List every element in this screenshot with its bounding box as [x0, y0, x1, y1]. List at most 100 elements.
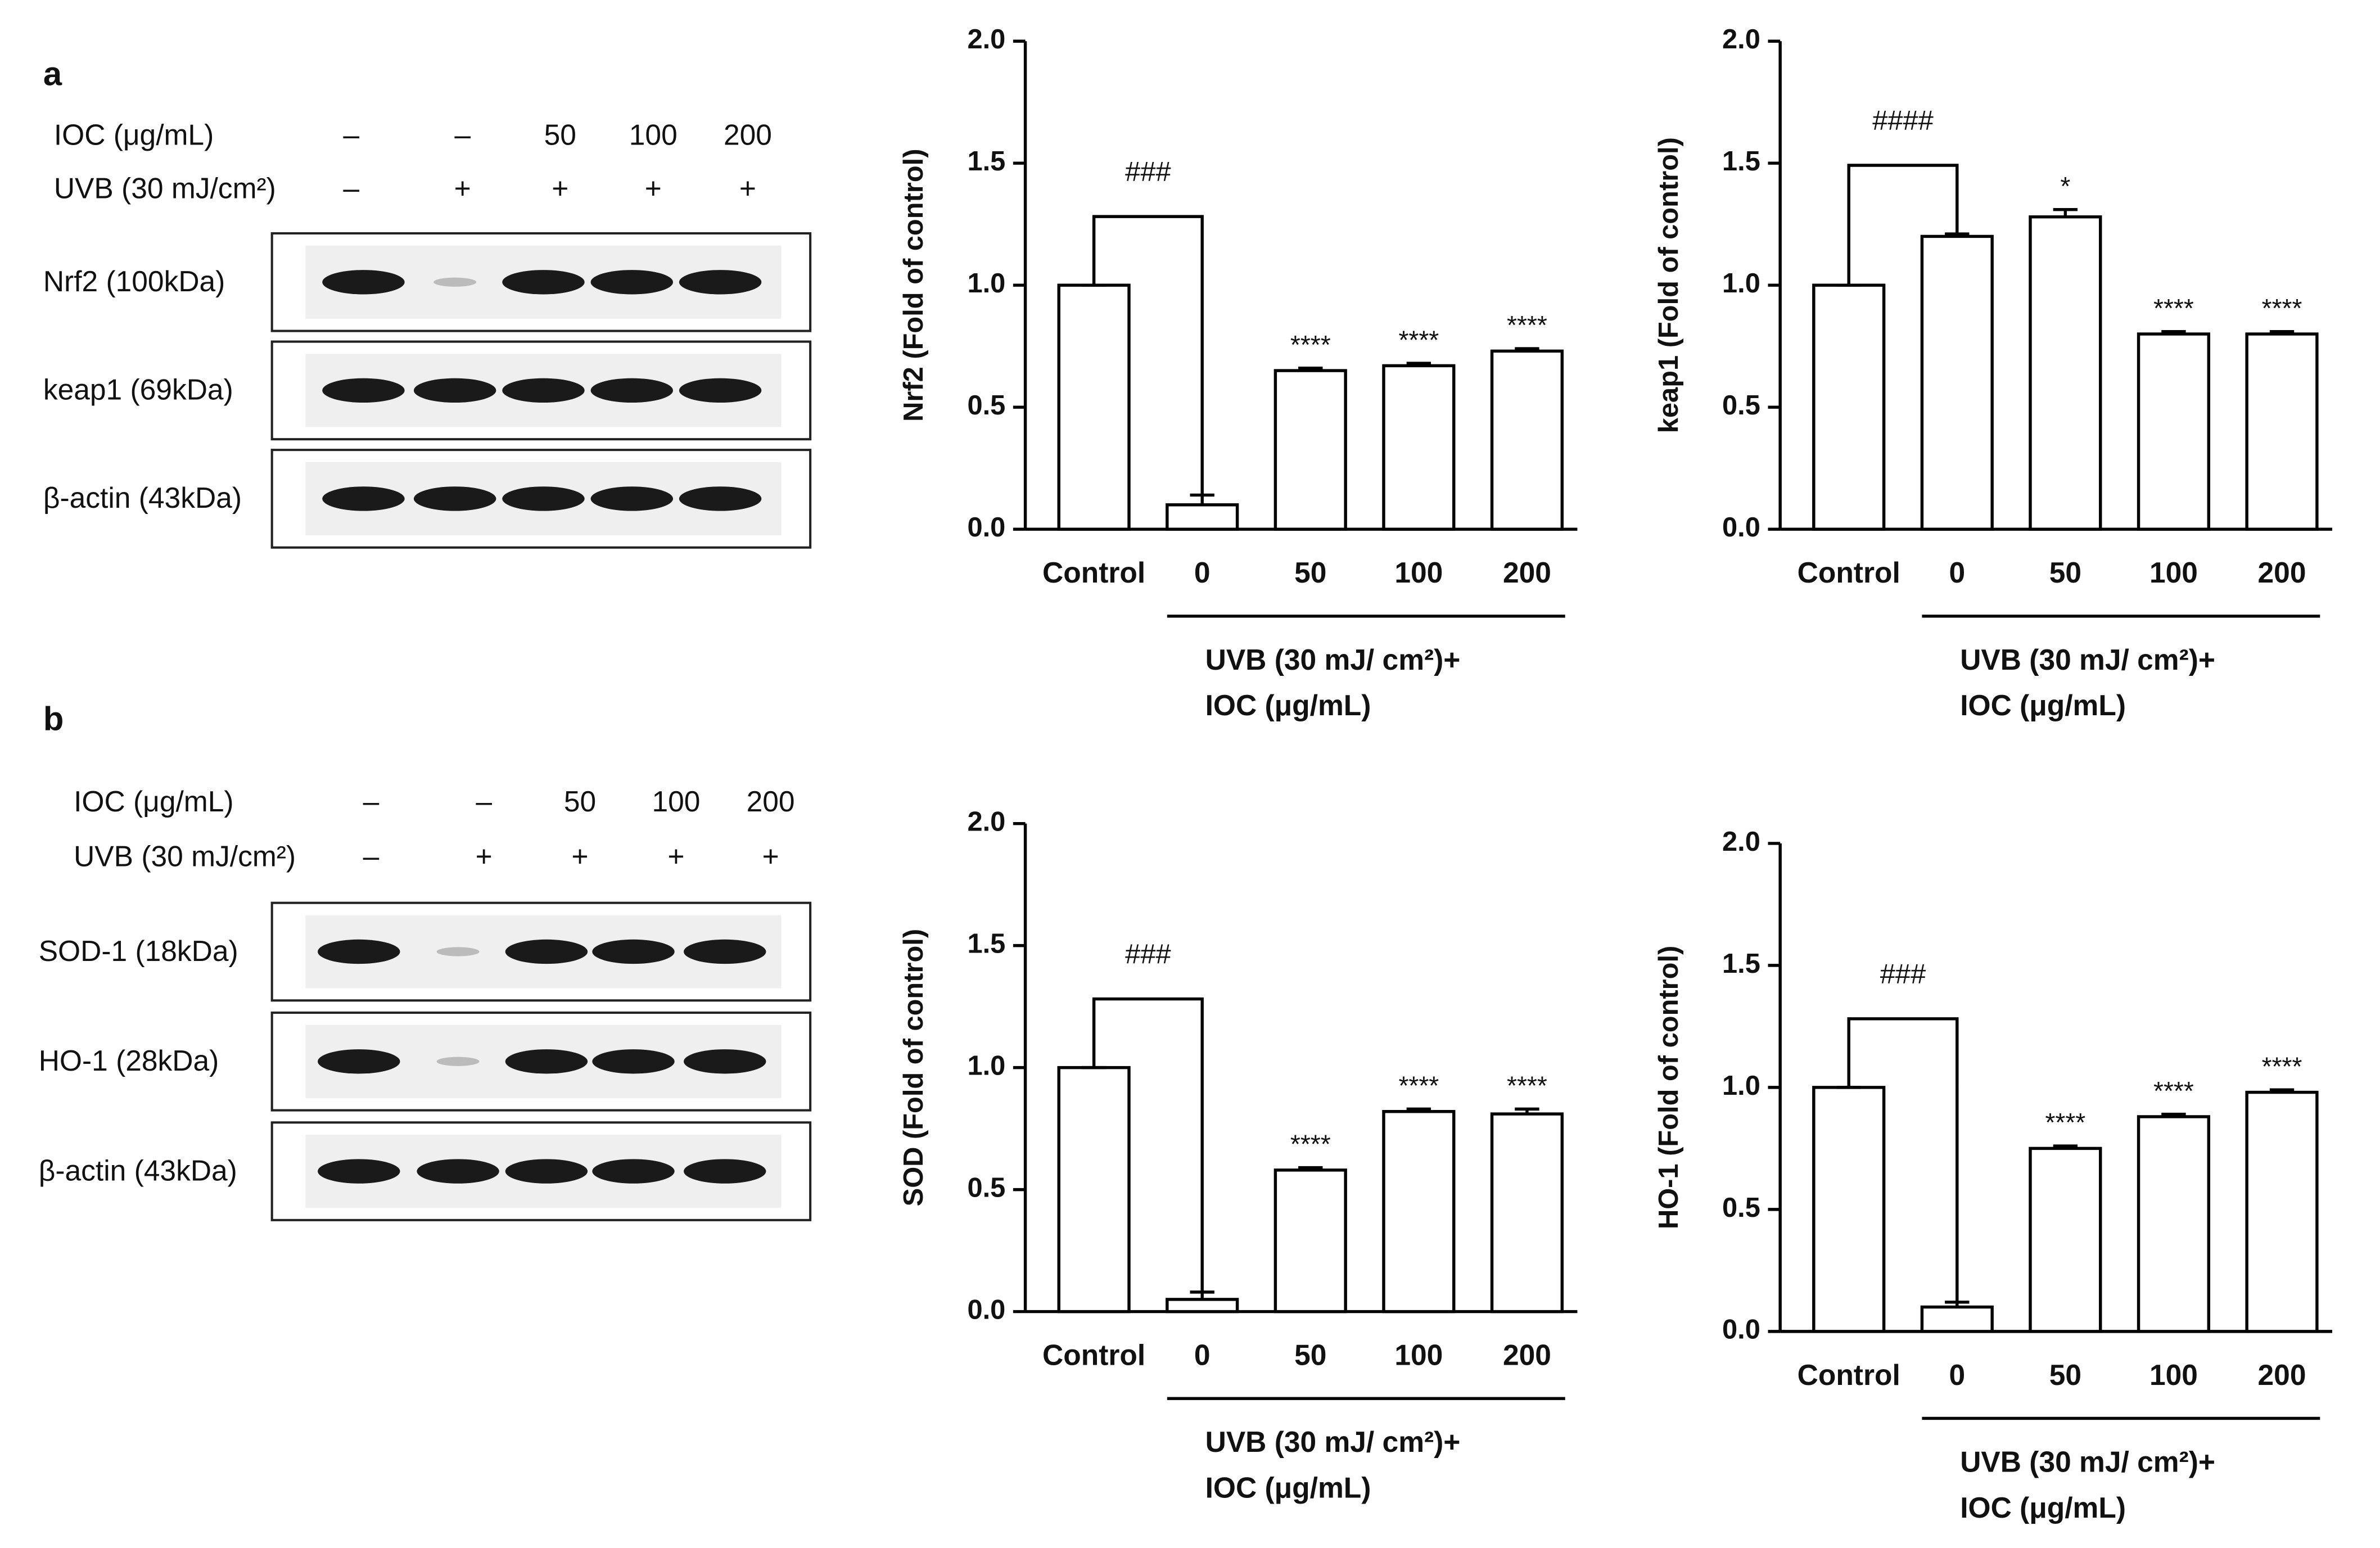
bar	[1920, 234, 1994, 531]
group-label: UVB (30 mJ/ cm²)+	[1960, 1445, 2215, 1478]
y-axis-label: keap1 (Fold of control)	[1654, 137, 1684, 433]
blot-band	[592, 1159, 675, 1184]
significance-label: ****	[1398, 325, 1439, 354]
x-tick-label: 200	[2258, 556, 2306, 589]
lane-label: +	[454, 172, 471, 205]
treatment-label: IOC (μg/mL)	[54, 119, 214, 151]
lane-label: 50	[544, 119, 576, 151]
y-tick-label: 1.5	[1722, 146, 1760, 177]
significance-label: *	[2060, 172, 2070, 201]
lane-label: –	[363, 785, 380, 818]
blot-band	[505, 1049, 588, 1074]
lane-label: +	[667, 840, 684, 873]
bar	[1166, 1298, 1239, 1314]
comparison-label: ###	[1880, 959, 1926, 990]
y-tick-label: 0.0	[1722, 1315, 1760, 1345]
comparison-bracket	[1092, 215, 1204, 495]
lane-label: 200	[724, 119, 772, 151]
x-tick-label: 50	[1294, 556, 1326, 589]
blot-band	[590, 378, 674, 403]
bar	[1920, 1305, 1994, 1333]
lane-label: 100	[629, 119, 678, 151]
lane-label: +	[762, 840, 779, 873]
y-tick-label: 2.0	[967, 24, 1005, 55]
treatment-label: UVB (30 mJ/cm²)	[74, 840, 296, 873]
bar	[1382, 364, 1456, 531]
blot-band	[322, 270, 405, 295]
y-tick-label: 1.5	[967, 929, 1005, 959]
bar	[1812, 283, 1886, 531]
blot-band	[436, 1057, 480, 1066]
blot-band	[502, 486, 585, 511]
significance-label: ****	[1507, 310, 1547, 340]
x-tick-label: 200	[1503, 556, 1551, 589]
comparison-bracket	[1847, 164, 1959, 286]
x-tick-label: 100	[2149, 556, 2198, 589]
lane-label: +	[552, 172, 568, 205]
blot-band	[318, 1049, 400, 1074]
x-tick-label: 100	[1394, 1339, 1443, 1371]
y-tick-label: 1.0	[967, 1051, 1005, 1081]
bar	[2029, 215, 2102, 531]
panel-label: b	[43, 700, 64, 738]
panel-label: a	[43, 55, 62, 92]
treatment-label: UVB (30 mJ/cm²)	[54, 172, 276, 205]
y-tick-label: 0.5	[1722, 1193, 1760, 1223]
lane-label: –	[343, 172, 359, 205]
group-label: UVB (30 mJ/ cm²)+	[1960, 643, 2215, 676]
blot-band	[684, 1159, 766, 1184]
blot-label: β-actin (43kDa)	[43, 481, 242, 514]
blot-label: SOD-1 (18kDa)	[39, 935, 238, 967]
blot-band	[413, 486, 496, 511]
lane-label: +	[739, 172, 756, 205]
y-tick-label: 0.0	[1722, 512, 1760, 543]
y-tick-label: 1.5	[1722, 949, 1760, 979]
blot-band	[505, 1159, 588, 1184]
significance-label: ****	[2045, 1108, 2085, 1137]
bar	[2137, 332, 2211, 531]
y-tick-label: 0.5	[967, 1172, 1005, 1203]
lane-label: +	[572, 840, 589, 873]
x-tick-label: 0	[1949, 556, 1965, 589]
blot-band	[318, 1159, 400, 1184]
blot-band	[684, 1049, 766, 1074]
y-tick-label: 1.0	[1722, 1071, 1760, 1101]
y-tick-label: 0.5	[1722, 390, 1760, 421]
group-label: IOC (μg/mL)	[1960, 689, 2126, 721]
comparison-label: ###	[1125, 157, 1171, 187]
significance-label: ****	[2262, 294, 2302, 323]
x-tick-label: 50	[1294, 1339, 1326, 1371]
y-tick-label: 1.0	[967, 268, 1005, 299]
lane-label: +	[476, 840, 493, 873]
group-label: UVB (30 mJ/ cm²)+	[1205, 643, 1461, 676]
blot-band	[679, 270, 762, 295]
blot-band	[502, 270, 585, 295]
lane-label: –	[363, 840, 380, 873]
y-axis-label: Nrf2 (Fold of control)	[898, 149, 929, 422]
group-label: IOC (μg/mL)	[1205, 1472, 1371, 1504]
lane-label: –	[343, 119, 359, 151]
x-tick-label: Control	[1798, 1359, 1900, 1391]
comparison-bracket	[1847, 1017, 1959, 1302]
y-tick-label: 2.0	[1722, 827, 1760, 857]
bar	[1166, 503, 1239, 531]
y-tick-label: 0.5	[967, 390, 1005, 421]
y-tick-label: 1.0	[1722, 268, 1760, 299]
y-tick-label: 2.0	[967, 807, 1005, 837]
blot-label: β-actin (43kDa)	[39, 1154, 237, 1186]
bar	[1490, 1112, 1564, 1314]
blot-band	[417, 1159, 499, 1184]
blot-label: Nrf2 (100kDa)	[43, 265, 225, 297]
blot-band	[679, 378, 762, 403]
x-tick-label: Control	[1042, 1339, 1145, 1371]
bar	[2137, 1115, 2211, 1333]
group-label: IOC (μg/mL)	[1960, 1491, 2126, 1524]
comparison-bracket	[1092, 997, 1204, 1292]
y-tick-label: 2.0	[1722, 24, 1760, 55]
bar	[2245, 332, 2319, 531]
blot-band	[505, 939, 588, 964]
x-tick-label: 200	[1503, 1339, 1551, 1371]
blot-band	[322, 378, 405, 403]
blot-band	[502, 378, 585, 403]
